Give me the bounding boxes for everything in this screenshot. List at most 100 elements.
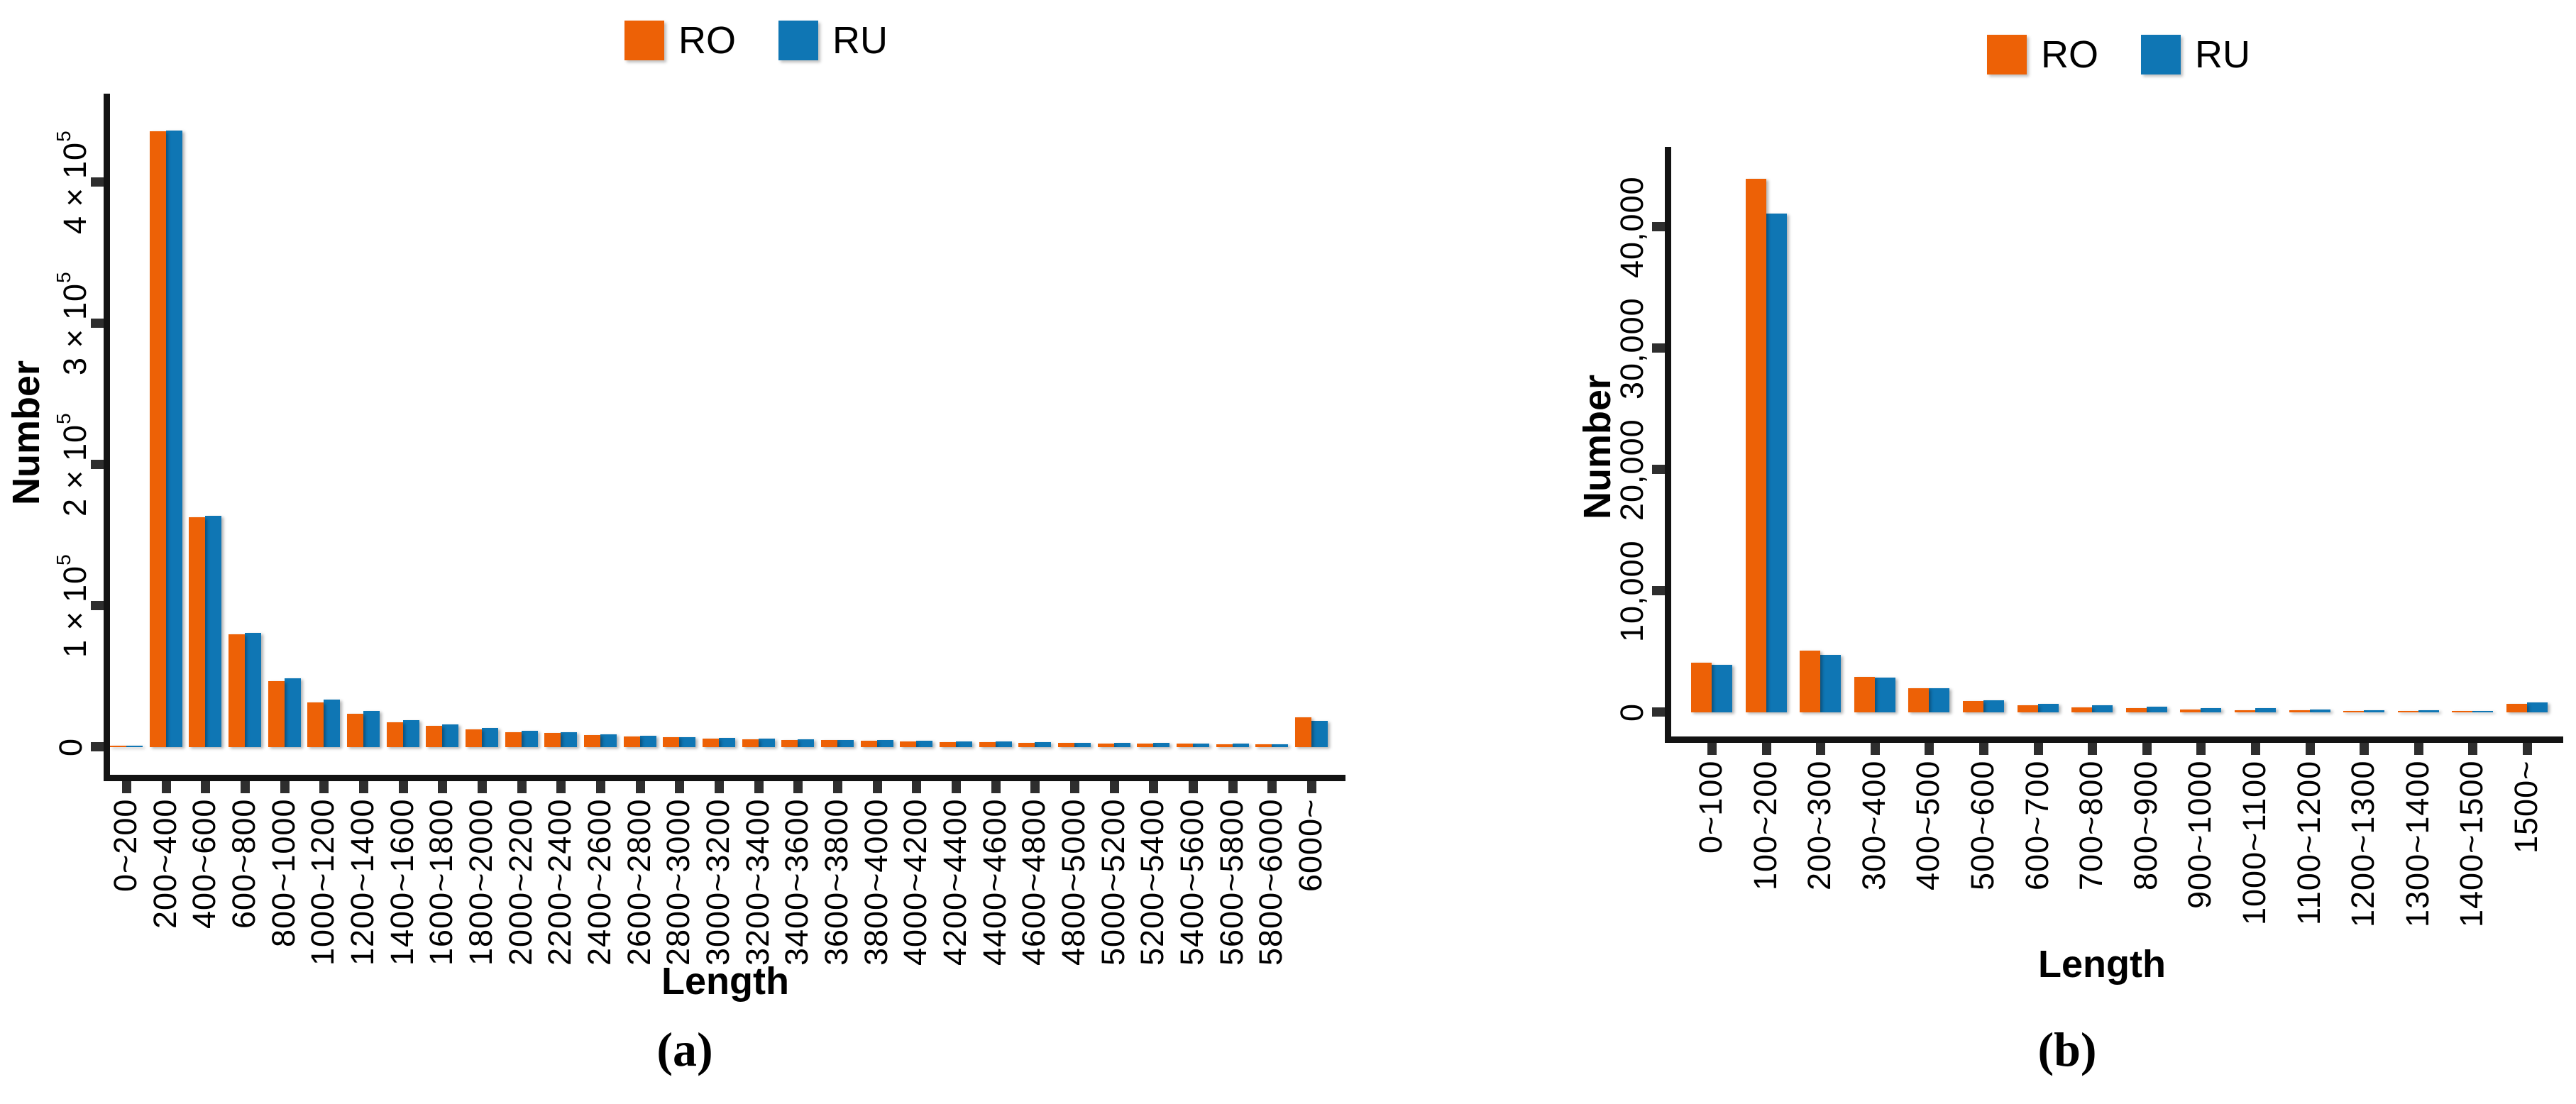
- x-tick-label-a: 4800~5000: [1055, 799, 1092, 966]
- x-tick-b: [1761, 743, 1771, 755]
- x-tick-a: [241, 781, 250, 793]
- bar-ru-a: [639, 736, 656, 747]
- y-tick-b: [1652, 707, 1665, 717]
- x-tick-a: [1189, 781, 1199, 793]
- bar-ro-a: [229, 634, 245, 747]
- x-tick-a: [1149, 781, 1159, 793]
- bar-ro-b: [1800, 650, 1821, 712]
- x-tick-label-a: 5400~5600: [1174, 799, 1211, 966]
- bar-ru-a: [995, 741, 1012, 747]
- bar-ru-a: [126, 745, 143, 747]
- bar-ru-a: [719, 737, 736, 747]
- x-tick-a: [596, 781, 606, 793]
- x-tick-a: [1228, 781, 1238, 793]
- x-tick-a: [359, 781, 369, 793]
- x-tick-a: [952, 781, 962, 793]
- x-axis-line-b: [1665, 736, 2563, 743]
- bar-ru-a: [798, 739, 815, 747]
- bar-ro-b: [1745, 178, 1766, 712]
- x-tick-b: [1816, 743, 1826, 755]
- caption-b: (b): [2037, 1022, 2097, 1076]
- bar-ru-a: [442, 724, 459, 747]
- bar-ru-a: [600, 734, 617, 747]
- x-tick-label-b: 1400~1500: [2453, 761, 2490, 928]
- x-tick-label-a: 5800~6000: [1253, 799, 1289, 966]
- bar-ro-b: [1908, 688, 1930, 712]
- bar-ro-a: [1058, 743, 1075, 747]
- bar-ro-a: [1177, 744, 1194, 747]
- bar-ru-b: [1712, 665, 1732, 712]
- bar-ru-a: [521, 731, 538, 747]
- x-tick-label-a: 1600~1800: [423, 799, 460, 966]
- bar-ro-b: [2017, 705, 2038, 712]
- bar-ru-a: [1074, 742, 1091, 747]
- bar-ro-a: [742, 739, 759, 747]
- x-tick-a: [478, 781, 488, 793]
- x-tick-a: [122, 781, 131, 793]
- x-tick-label-a: 1000~1200: [304, 799, 341, 966]
- bar-ro-a: [1255, 744, 1272, 747]
- x-tick-label-b: 500~600: [1964, 761, 2000, 891]
- bar-ro-b: [2071, 707, 2093, 712]
- x-tick-label-b: 1100~1200: [2290, 761, 2327, 926]
- bar-ro-a: [268, 681, 285, 747]
- x-tick-b: [2468, 743, 2478, 755]
- x-tick-b: [2033, 743, 2043, 755]
- x-axis-line-a: [104, 775, 1345, 781]
- bar-ru-b: [2418, 710, 2439, 712]
- x-tick-label-b: 1000~1100: [2236, 761, 2272, 926]
- x-tick-label-a: 1400~1600: [383, 799, 420, 966]
- x-tick-a: [912, 781, 922, 793]
- legend-panel-a: RO RU: [624, 18, 930, 62]
- y-tick-a: [91, 319, 104, 328]
- x-tick-label-a: 5600~5800: [1213, 799, 1250, 966]
- bar-ro-b: [2289, 710, 2310, 712]
- x-tick-a: [517, 781, 527, 793]
- bar-ru-a: [916, 741, 933, 747]
- bar-ro-a: [386, 722, 403, 747]
- x-tick-a: [1030, 781, 1040, 793]
- y-tick-b: [1652, 222, 1665, 231]
- x-tick-a: [754, 781, 764, 793]
- bar-ru-a: [758, 738, 775, 747]
- x-tick-label-a: 4000~4200: [897, 799, 934, 966]
- bar-ru-a: [482, 728, 499, 747]
- x-tick-label-b: 600~700: [2018, 761, 2055, 891]
- x-tick-label-a: 1200~1400: [344, 799, 381, 966]
- x-tick-a: [833, 781, 843, 793]
- x-tick-a: [1109, 781, 1119, 793]
- y-tick-b: [1652, 586, 1665, 595]
- x-tick-a: [201, 781, 211, 793]
- bar-ro-b: [2452, 711, 2473, 712]
- bar-ro-b: [2235, 710, 2255, 712]
- bar-ro-a: [1097, 743, 1114, 747]
- bar-ro-a: [149, 131, 166, 747]
- x-tick-label-a: 200~400: [146, 799, 183, 929]
- x-tick-b: [2305, 743, 2315, 755]
- bar-ru-b: [1766, 214, 1787, 712]
- y-axis-line-a: [104, 94, 110, 781]
- bar-ru-a: [1272, 744, 1289, 747]
- x-tick-label-a: 400~600: [186, 799, 223, 929]
- bar-ru-b: [2201, 707, 2222, 712]
- x-tick-a: [1307, 781, 1317, 793]
- bar-ru-a: [284, 678, 301, 747]
- bar-ru-a: [1113, 743, 1130, 747]
- bar-ru-b: [2092, 705, 2113, 712]
- bar-ru-a: [205, 515, 222, 747]
- x-tick-label-b: 800~900: [2127, 761, 2164, 891]
- bar-ro-a: [544, 733, 561, 747]
- x-tick-a: [991, 781, 1001, 793]
- bar-ro-a: [1137, 744, 1154, 747]
- x-tick-label-b: 100~200: [1746, 761, 1783, 891]
- legend-swatch-ru: [2141, 35, 2181, 74]
- bar-ru-a: [1193, 743, 1210, 747]
- legend-label-ru: RU: [832, 19, 888, 62]
- bar-ro-a: [1216, 744, 1233, 747]
- x-tick-b: [2251, 743, 2260, 755]
- bar-ru-a: [876, 740, 893, 747]
- bar-ro-a: [900, 741, 917, 747]
- x-tick-b: [2088, 743, 2098, 755]
- bar-ro-b: [2125, 708, 2147, 712]
- bar-ro-a: [584, 735, 601, 747]
